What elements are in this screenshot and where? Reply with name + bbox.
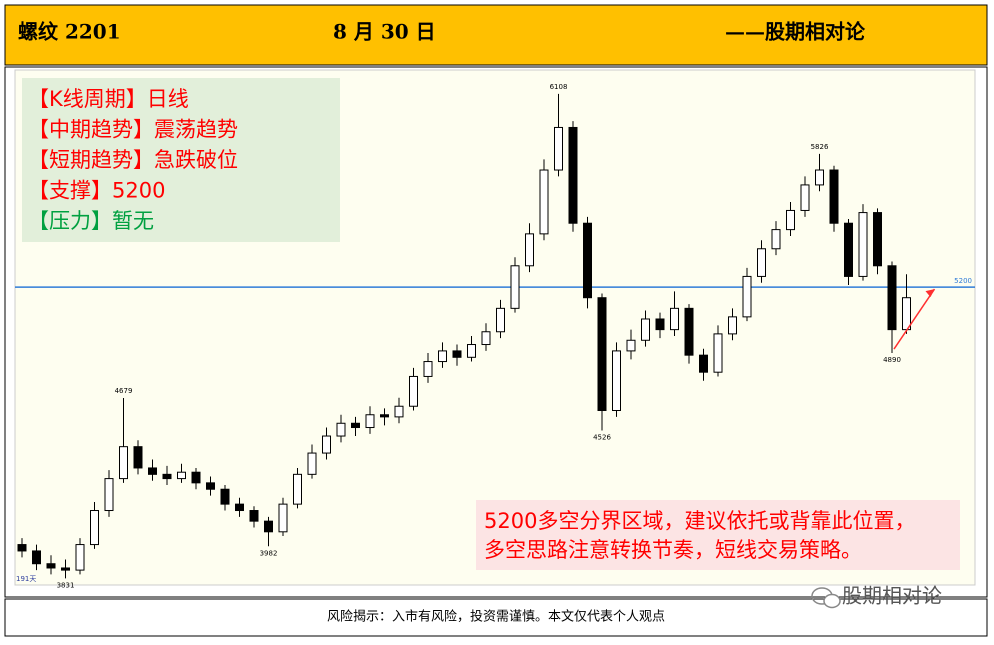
candle-body (32, 550, 41, 565)
candle-body (365, 414, 375, 429)
info-line: 【K线周期】日线 (28, 87, 189, 111)
candle-body (61, 567, 70, 571)
candle-body (235, 503, 244, 512)
info-box (22, 78, 340, 242)
candle-body (539, 169, 549, 235)
candle-body (17, 544, 27, 552)
candle-body (307, 452, 317, 475)
candle-body (322, 435, 331, 454)
candle-body (554, 126, 563, 171)
candle-body (162, 473, 172, 480)
candle-body (757, 248, 766, 277)
candle-body (496, 307, 505, 333)
candle-body (655, 318, 665, 331)
source: ——股期相对论 (725, 20, 866, 44)
info-line: 【压力】暂无 (28, 209, 154, 233)
candle-body (133, 446, 143, 469)
low-label: 4526 (593, 434, 611, 442)
watermark: 股期相对论 (842, 584, 942, 608)
candle-body (525, 233, 534, 267)
candle-body (583, 222, 592, 299)
candle-body (670, 307, 679, 331)
arrow (893, 288, 936, 350)
candle-body (858, 212, 868, 277)
candle-body (873, 212, 882, 267)
callout-line: 5200多空分界区域，建议依托或背靠此位置， (484, 509, 915, 533)
candle-body (438, 350, 447, 363)
candle-body (177, 471, 186, 480)
high-label: 5826 (811, 143, 829, 151)
footer: 风险揭示：入市有风险，投资需谨慎。本文仅代表个人观点 (327, 609, 665, 625)
high-label: 6108 (550, 83, 568, 91)
arrow-head (925, 289, 935, 298)
candle-body (612, 350, 621, 411)
candle-body (728, 316, 737, 335)
header-bar (4, 4, 988, 66)
candle-body (380, 414, 389, 418)
candle-body (336, 422, 346, 437)
date: 8 月 30 日 (333, 20, 436, 44)
info-line: 【中期趋势】震荡趋势 (28, 118, 238, 142)
high-label: 4679 (115, 387, 133, 395)
candle-body (800, 184, 810, 211)
candle-body (46, 563, 56, 569)
callout-line: 多空思路注意转换节奏，短线交易策略。 (484, 538, 862, 562)
candle-body (423, 361, 433, 377)
candle-body (510, 265, 520, 309)
candle-body (815, 169, 824, 186)
chart: 5200 3831 4679 3982 6108 4526 5826 4890 191天 【K线周… (15, 83, 975, 589)
candle-body (887, 265, 897, 331)
candle-body (104, 478, 114, 512)
candle-body (597, 297, 607, 411)
candle-body (452, 350, 462, 358)
candle-body (713, 333, 723, 373)
footer-box (4, 598, 988, 637)
candle-body (481, 331, 491, 346)
candle-body (684, 307, 694, 356)
period-label: 191天 (16, 575, 36, 583)
candle-body (351, 422, 360, 429)
low-label: 4890 (883, 356, 901, 364)
wechat-icon (811, 587, 841, 609)
candle-body (786, 209, 795, 231)
candle-body (568, 126, 578, 224)
candle-body (206, 482, 215, 490)
callout-box (476, 500, 960, 570)
low-label: 3982 (260, 549, 278, 557)
candle-body (742, 275, 752, 318)
info-line: 【支撑】5200 (28, 179, 165, 203)
info-line: 【短期趋势】急跌破位 (28, 148, 238, 172)
candle-body (278, 503, 288, 533)
candle-body (409, 375, 418, 407)
candle-body (191, 471, 201, 484)
candle-body (264, 520, 273, 533)
candle-body (844, 222, 853, 277)
candle-body (148, 467, 157, 475)
candle-body (249, 510, 259, 522)
candle-body (293, 473, 302, 505)
candle-body (699, 354, 708, 373)
candle-body (641, 318, 650, 341)
candle-body (220, 488, 230, 505)
candle-body (119, 446, 128, 480)
candle-body (90, 510, 99, 546)
candle-body (626, 339, 636, 352)
candle-body (467, 344, 476, 358)
reference-label: 5200 (954, 277, 972, 285)
candle-body (771, 229, 781, 250)
symbol: 螺纹 2201 (18, 20, 121, 44)
candle-body (902, 297, 911, 331)
low-label: 3831 (57, 581, 75, 589)
candle-body (394, 405, 404, 418)
candle-body (829, 169, 839, 224)
candle-body (75, 544, 85, 571)
